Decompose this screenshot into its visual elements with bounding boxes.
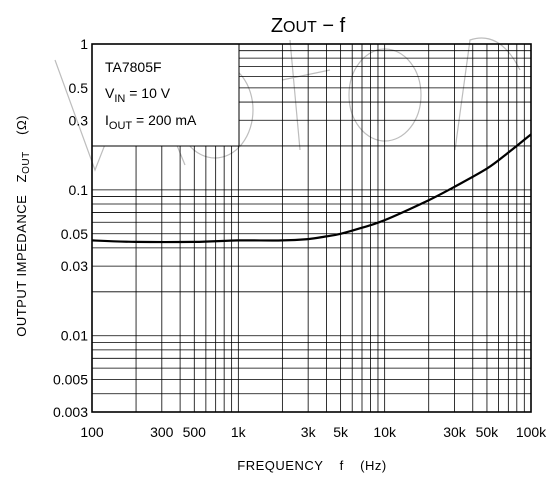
y-tick-label: 0.01: [61, 328, 88, 344]
x-tick-label: 50k: [476, 424, 500, 440]
x-tick-label: 1k: [231, 424, 247, 440]
chart-title: ZOUT − f: [271, 15, 346, 37]
y-tick-label: 0.5: [69, 80, 89, 96]
y-axis-label: OUTPUT IMPEDANCE ZOUT (Ω): [14, 103, 32, 358]
annotation-output-current: IOUT = 200 mA: [105, 112, 197, 132]
y-tick-label: 0.005: [53, 372, 88, 388]
y-tick-label: 0.3: [69, 112, 89, 128]
x-tick-label: 3k: [301, 424, 317, 440]
y-tick-label: 0.1: [69, 182, 89, 198]
plot-frame: [91, 43, 532, 413]
annotation-input-voltage: VIN = 10 V: [105, 85, 171, 105]
y-tick-label: 0.05: [61, 226, 88, 242]
x-tick-label: 10k: [373, 424, 397, 440]
y-tick-label: 0.003: [53, 404, 88, 420]
impedance-curve: [91, 133, 532, 244]
x-axis-label: FREQUENCY f (Hz): [237, 458, 386, 473]
x-tick-label: 30k: [443, 424, 467, 440]
x-tick-label: 100k: [516, 424, 547, 440]
y-tick-labels: 1 0.5 0.3 0.1 0.05 0.03 0.01 0.005 0.003: [53, 36, 88, 420]
annotation-device: TA7805F: [105, 59, 162, 75]
y-tick-label: 0.03: [61, 258, 88, 274]
annotation-box: [91, 43, 240, 147]
x-tick-labels: 100 300 500 1k 3k 5k 10k 30k 50k 100k: [80, 424, 547, 440]
x-tick-label: 100: [80, 424, 104, 440]
y-tick-label: 1: [80, 36, 88, 52]
x-tick-label: 5k: [333, 424, 349, 440]
x-tick-label: 500: [183, 424, 207, 440]
x-tick-label: 300: [150, 424, 174, 440]
